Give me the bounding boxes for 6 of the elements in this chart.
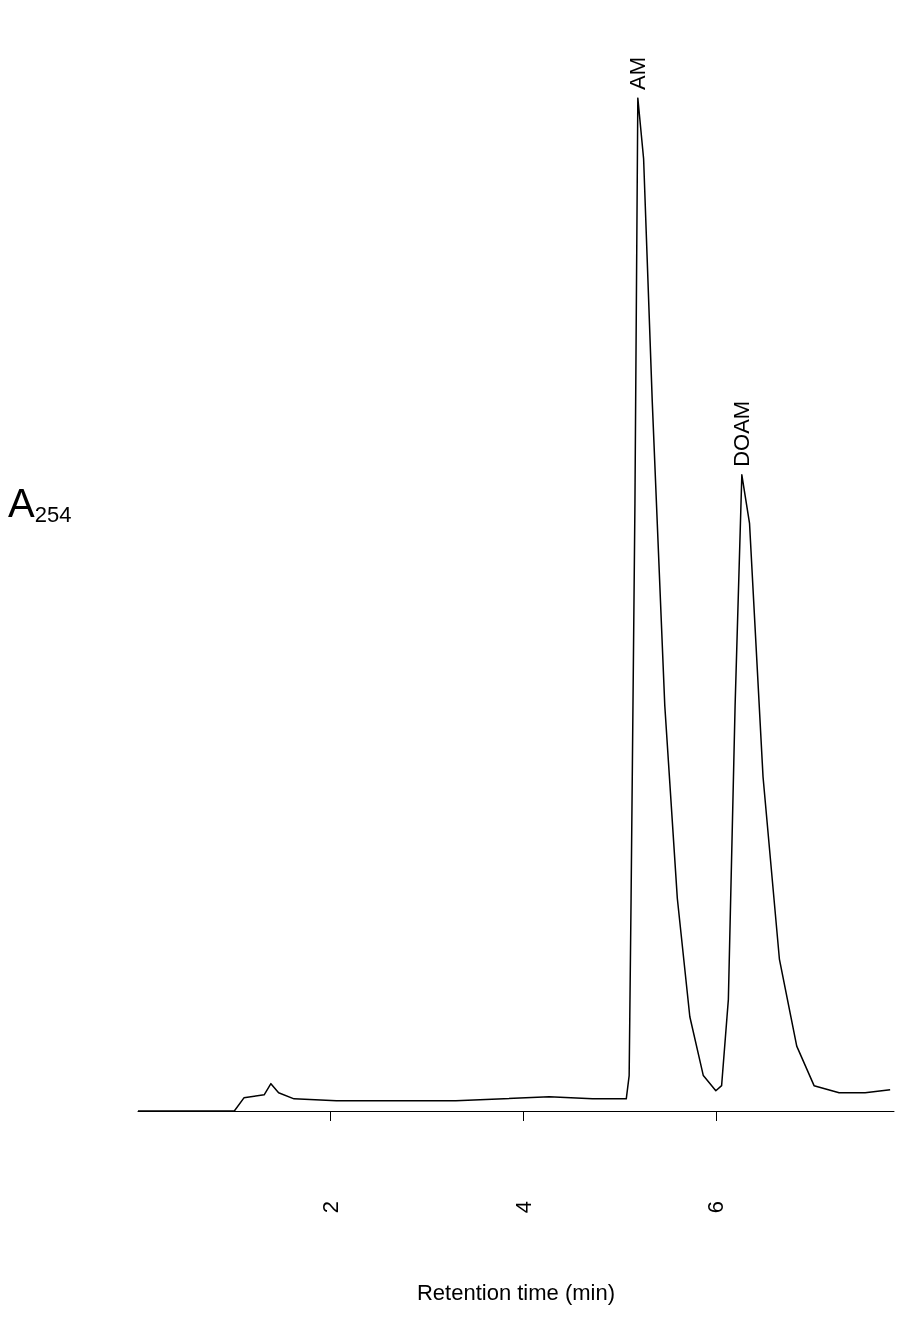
- annotation: AM: [625, 57, 651, 90]
- x-tick-label: 2: [318, 1201, 344, 1214]
- x-tick-label: 6: [703, 1201, 729, 1214]
- x-axis-title: Retention time (min): [416, 1279, 616, 1305]
- x-tick-label: 4: [510, 1201, 536, 1214]
- annotation: DOAM: [729, 400, 755, 467]
